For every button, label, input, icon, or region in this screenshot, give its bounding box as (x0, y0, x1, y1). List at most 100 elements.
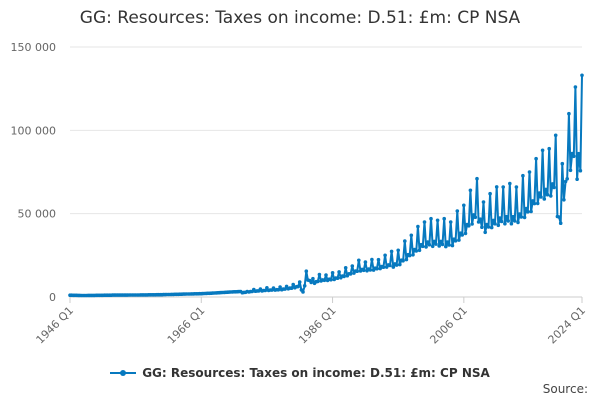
data-point[interactable] (526, 210, 530, 214)
data-point[interactable] (575, 177, 579, 181)
data-point[interactable] (440, 242, 445, 247)
data-point[interactable] (381, 265, 386, 270)
data-point[interactable] (519, 215, 524, 219)
data-point[interactable] (322, 278, 327, 283)
data-point[interactable] (335, 276, 340, 281)
data-point[interactable] (417, 248, 422, 253)
data-point[interactable] (460, 233, 465, 237)
data-point[interactable] (350, 264, 355, 268)
data-point[interactable] (511, 214, 515, 219)
data-point[interactable] (557, 215, 561, 219)
data-point[interactable] (337, 270, 341, 274)
data-point[interactable] (463, 231, 468, 236)
data-point[interactable] (376, 257, 381, 262)
data-point[interactable] (524, 206, 528, 211)
data-point[interactable] (368, 268, 373, 272)
data-point[interactable] (501, 185, 506, 189)
data-point[interactable] (398, 262, 402, 267)
data-point[interactable] (549, 194, 553, 198)
data-point[interactable] (403, 239, 407, 243)
data-point[interactable] (478, 217, 483, 221)
data-point[interactable] (445, 240, 450, 244)
data-point[interactable] (486, 225, 491, 229)
data-point[interactable] (304, 269, 309, 274)
data-point[interactable] (361, 268, 366, 273)
data-point[interactable] (560, 161, 565, 166)
data-point[interactable] (562, 198, 566, 202)
data-point[interactable] (388, 263, 392, 268)
data-point[interactable] (572, 154, 576, 159)
data-point[interactable] (567, 111, 571, 116)
data-point[interactable] (480, 225, 484, 229)
data-point[interactable] (539, 195, 543, 199)
data-point[interactable] (407, 253, 412, 258)
data-point[interactable] (324, 273, 328, 277)
data-point[interactable] (481, 200, 486, 204)
data-point[interactable] (540, 148, 545, 153)
data-point[interactable] (383, 253, 387, 258)
data-point[interactable] (493, 222, 497, 226)
data-point[interactable] (289, 286, 294, 291)
data-point[interactable] (550, 182, 555, 186)
data-point[interactable] (329, 277, 333, 282)
data-point[interactable] (297, 280, 302, 284)
data-point[interactable] (414, 249, 419, 253)
data-point[interactable] (514, 185, 519, 189)
data-point[interactable] (563, 179, 568, 184)
data-point[interactable] (498, 216, 502, 220)
data-point[interactable] (301, 290, 305, 294)
data-point[interactable] (476, 220, 481, 224)
data-point[interactable] (425, 240, 430, 244)
data-point[interactable] (330, 271, 335, 275)
data-point[interactable] (508, 181, 512, 186)
data-point[interactable] (370, 257, 374, 262)
data-point[interactable] (363, 260, 368, 264)
data-point[interactable] (535, 201, 540, 206)
data-point[interactable] (311, 276, 315, 281)
data-point[interactable] (512, 219, 517, 223)
data-point[interactable] (278, 285, 282, 289)
data-point[interactable] (570, 151, 574, 156)
data-point[interactable] (504, 214, 509, 219)
data-point[interactable] (265, 286, 269, 290)
data-point[interactable] (455, 209, 460, 213)
data-point[interactable] (450, 243, 455, 248)
data-point[interactable] (447, 243, 451, 247)
data-point[interactable] (558, 221, 563, 225)
data-point[interactable] (416, 224, 420, 229)
data-point[interactable] (375, 266, 379, 271)
data-point[interactable] (509, 221, 514, 226)
data-point[interactable] (576, 151, 581, 156)
data-point[interactable] (503, 221, 507, 226)
data-point[interactable] (342, 274, 346, 279)
series-path[interactable] (70, 75, 583, 297)
data-point[interactable] (545, 192, 550, 197)
data-point[interactable] (468, 188, 473, 193)
data-point[interactable] (427, 242, 432, 247)
data-point[interactable] (506, 219, 511, 223)
data-point[interactable] (578, 168, 583, 173)
data-point[interactable] (317, 272, 322, 277)
data-point[interactable] (532, 201, 537, 206)
data-point[interactable] (544, 187, 548, 192)
data-point[interactable] (516, 220, 520, 225)
data-point[interactable] (424, 245, 428, 249)
data-point[interactable] (547, 146, 551, 151)
data-point[interactable] (437, 244, 442, 248)
data-point[interactable] (429, 216, 433, 221)
data-point[interactable] (296, 284, 300, 289)
data-point[interactable] (448, 220, 453, 224)
data-point[interactable] (496, 223, 501, 228)
data-point[interactable] (542, 197, 547, 201)
data-point[interactable] (348, 272, 353, 276)
data-point[interactable] (432, 239, 437, 244)
data-point[interactable] (552, 185, 556, 190)
data-point[interactable] (491, 218, 496, 223)
data-point[interactable] (529, 209, 533, 214)
data-point[interactable] (434, 242, 438, 246)
data-point[interactable] (409, 233, 414, 238)
data-point[interactable] (534, 156, 538, 161)
data-point[interactable] (521, 173, 525, 178)
data-point[interactable] (553, 133, 558, 138)
data-point[interactable] (430, 244, 435, 249)
